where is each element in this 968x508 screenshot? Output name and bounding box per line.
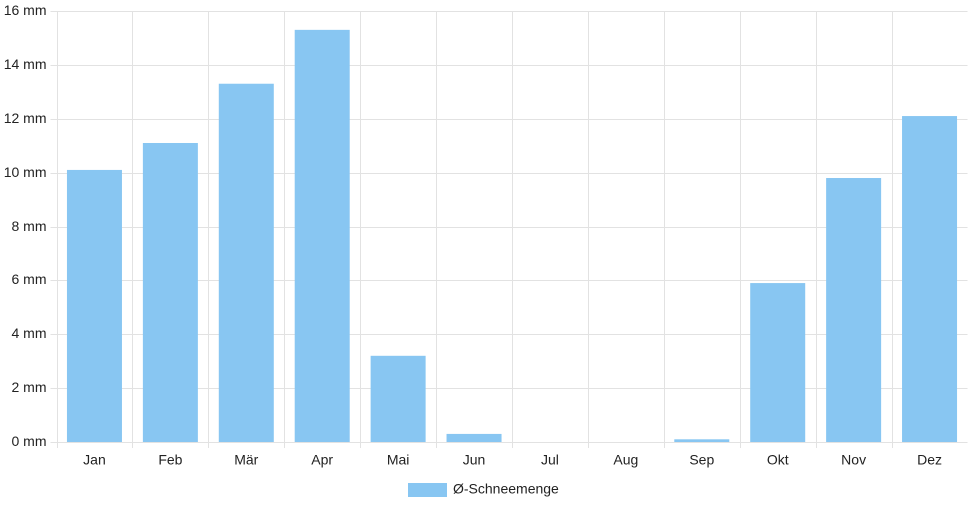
- x-tick-label: Okt: [767, 452, 789, 468]
- y-tick-label: 6 mm: [12, 271, 47, 287]
- bar: [218, 83, 274, 442]
- x-tick-label: Dez: [917, 452, 942, 468]
- legend: Ø-Schneemenge: [408, 481, 559, 497]
- y-tick-label: 0 mm: [12, 433, 47, 449]
- y-tick-label: 16 mm: [4, 2, 47, 18]
- x-tick-label: Sep: [689, 452, 714, 468]
- x-tick-label: Mär: [234, 452, 258, 468]
- bar: [142, 142, 198, 442]
- bar: [674, 439, 730, 442]
- x-tick-label: Jun: [463, 452, 486, 468]
- bar: [66, 169, 122, 442]
- bar: [294, 29, 350, 442]
- y-tick-label: 10 mm: [4, 164, 47, 180]
- y-tick-label: 14 mm: [4, 56, 47, 72]
- bar: [446, 433, 502, 442]
- x-tick-label: Aug: [613, 452, 638, 468]
- legend-swatch[interactable]: [408, 483, 447, 497]
- bar: [370, 355, 426, 442]
- x-tick-label: Jan: [83, 452, 106, 468]
- x-tick-label: Apr: [311, 452, 333, 468]
- bar: [750, 283, 806, 442]
- bar: [902, 116, 958, 443]
- x-tick-label: Nov: [841, 452, 866, 468]
- y-tick-label: 8 mm: [12, 218, 47, 234]
- x-tick-label: Feb: [158, 452, 182, 468]
- legend-label[interactable]: Ø-Schneemenge: [453, 481, 559, 497]
- bar: [826, 178, 882, 442]
- x-tick-label: Jul: [541, 452, 559, 468]
- x-tick-label: Mai: [387, 452, 410, 468]
- y-tick-label: 12 mm: [4, 110, 47, 126]
- y-tick-label: 4 mm: [12, 325, 47, 341]
- y-tick-label: 2 mm: [12, 379, 47, 395]
